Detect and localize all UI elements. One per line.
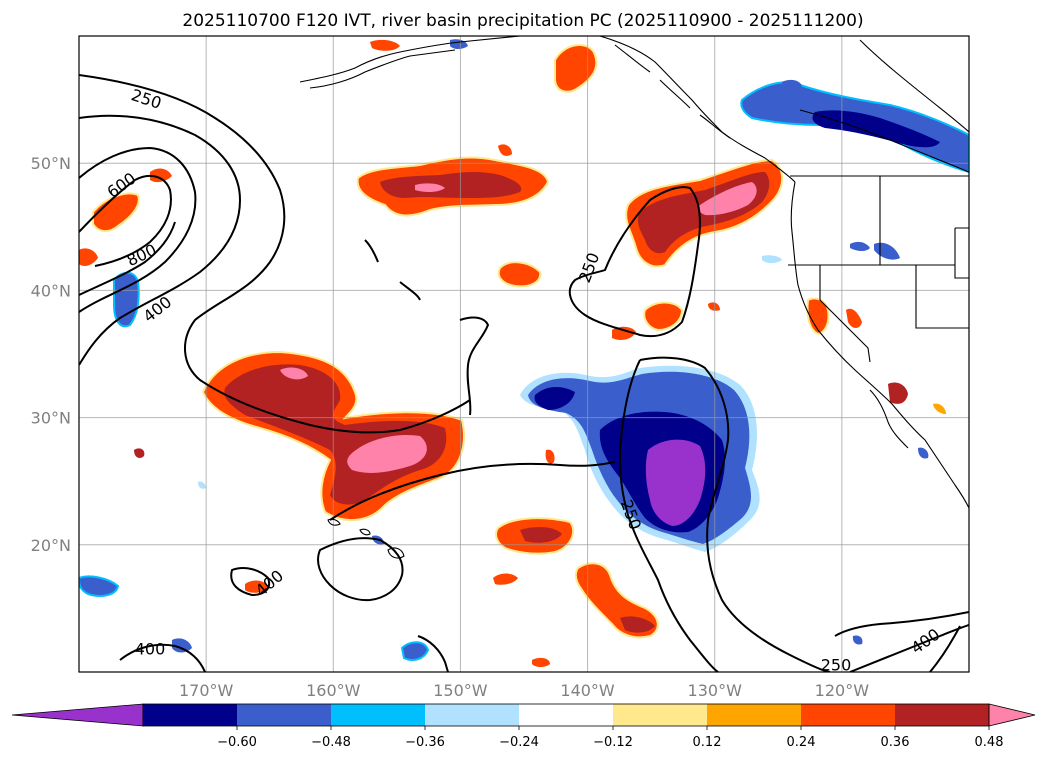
colorbar-segment xyxy=(801,704,896,726)
precip-region-north-pacific xyxy=(356,156,550,217)
colorbar-tick-label: −0.48 xyxy=(311,735,351,750)
colorbar-tick-label: −0.60 xyxy=(217,735,257,750)
colorbar-segment xyxy=(425,704,520,726)
coastlines xyxy=(299,36,969,559)
ivt-label: 400 xyxy=(135,640,166,659)
colorbar-segment xyxy=(895,704,990,726)
colorbar-tick-label: −0.36 xyxy=(405,735,445,750)
colorbar-segment xyxy=(613,704,708,726)
colorbar-extend-min xyxy=(11,703,144,727)
lon-tick-label: 140°W xyxy=(560,681,615,700)
colorbar-segment xyxy=(237,704,332,726)
precip-region-pacific-northwest xyxy=(625,158,784,268)
colorbar: −0.60 −0.48 −0.36 −0.24 −0.12 0.12 0.24 0.36 0.4… xyxy=(11,703,1036,750)
precip-region-subtropical-negative xyxy=(520,365,760,552)
lon-tick-label: 160°W xyxy=(306,681,361,700)
lat-tick-label: 50°N xyxy=(31,154,71,173)
lon-tick-label: 120°W xyxy=(815,681,870,700)
colorbar-extend-max xyxy=(988,703,1036,727)
colorbar-outline xyxy=(142,703,990,727)
colorbar-tick-label: −0.12 xyxy=(593,735,633,750)
map-frame xyxy=(78,35,970,673)
lat-tick-label: 20°N xyxy=(31,536,71,555)
lon-tick-label: 130°W xyxy=(688,681,743,700)
ivt-label: 250 xyxy=(821,656,852,675)
colorbar-tick-label: 0.24 xyxy=(787,735,816,750)
lon-tick-label: 170°W xyxy=(179,681,234,700)
colorbar-tick-label: 0.12 xyxy=(693,735,722,750)
colorbar-tick-label: 0.48 xyxy=(975,735,1004,750)
ivt-contours xyxy=(79,74,969,672)
lat-tick-label: 40°N xyxy=(31,281,71,300)
colorbar-segment xyxy=(519,704,614,726)
colorbar-tick-label: −0.24 xyxy=(499,735,539,750)
latitude-tick-labels: 20°N 30°N 40°N 50°N xyxy=(31,154,71,555)
map-panel: 250 600 800 400 250 400 250 400 400 250 xyxy=(79,36,969,675)
colorbar-segment xyxy=(143,704,238,726)
lat-tick-label: 30°N xyxy=(31,409,71,428)
lon-tick-label: 150°W xyxy=(433,681,488,700)
chart-title: 2025110700 F120 IVT, river basin precipi… xyxy=(182,11,863,31)
colorbar-segment xyxy=(331,704,426,726)
colorbar-tick-label: 0.36 xyxy=(881,735,910,750)
longitude-tick-labels: 170°W 160°W 150°W 140°W 130°W 120°W xyxy=(179,681,869,700)
precip-pc-fill-layer xyxy=(79,39,969,667)
colorbar-segment xyxy=(707,704,802,726)
